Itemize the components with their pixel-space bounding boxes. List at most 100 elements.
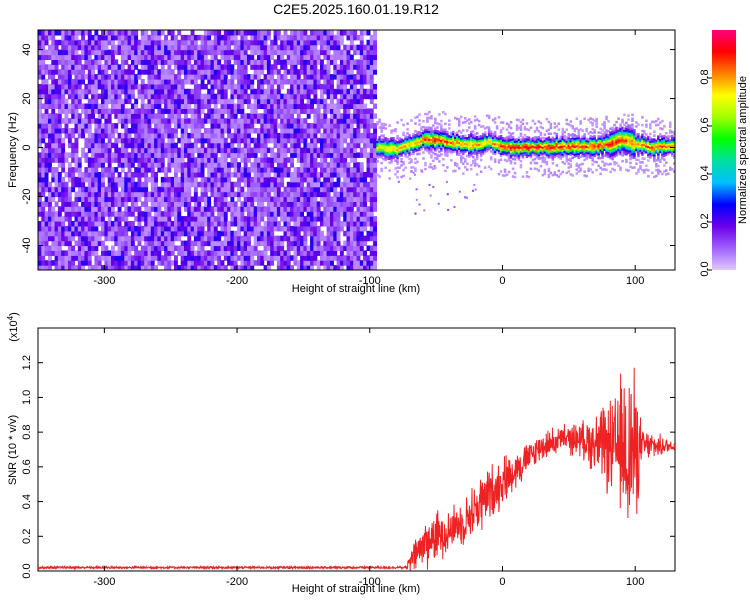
heatmap-cell — [213, 196, 218, 202]
heatmap-cell — [257, 34, 261, 41]
heatmap-cell — [101, 167, 105, 173]
heatmap-cell — [111, 211, 115, 217]
heatmap-cell — [71, 108, 76, 114]
heatmap-cell — [263, 30, 268, 36]
heatmap-cell — [61, 216, 66, 222]
heatmap-cell — [296, 221, 301, 227]
heatmap-cell — [210, 191, 215, 198]
heatmap-cell — [356, 211, 361, 217]
heatmap-cell — [217, 245, 222, 251]
heatmap-cell — [87, 157, 92, 163]
heatmap-cell — [326, 255, 331, 261]
heatmap-cell — [253, 216, 258, 222]
heatmap-cell — [167, 211, 172, 217]
heatmap-cell — [177, 74, 182, 80]
heatmap-cell — [306, 123, 311, 129]
heatmap-cell — [157, 240, 162, 247]
heatmap-cell — [366, 196, 371, 202]
heatmap-cell — [164, 152, 168, 158]
heatmap-cell — [398, 144, 401, 148]
heatmap-cell — [366, 118, 371, 124]
heatmap-cell — [203, 255, 208, 261]
heatmap-cell — [107, 167, 112, 173]
heatmap-cell — [87, 108, 92, 114]
heatmap-cell — [373, 137, 377, 144]
heatmap-cell — [210, 225, 215, 232]
heatmap-cell — [147, 34, 152, 41]
heatmap-cell — [77, 74, 82, 80]
heatmap-cell — [134, 34, 139, 41]
heatmap-cell — [54, 132, 59, 139]
heatmap-cell — [363, 74, 367, 80]
heatmap-cell — [54, 230, 59, 237]
heatmap-cell — [217, 74, 222, 80]
heatmap-cell — [326, 74, 331, 80]
heatmap-cell — [266, 93, 271, 100]
heatmap-cell — [380, 134, 383, 137]
heatmap-cell — [203, 93, 208, 100]
heatmap-cell — [310, 103, 314, 109]
heatmap-cell — [54, 93, 59, 100]
heatmap-cell — [273, 132, 278, 139]
heatmap-cell — [230, 260, 235, 266]
heatmap-cell — [339, 113, 344, 119]
heatmap-cell — [283, 225, 288, 232]
heatmap-cell — [217, 240, 222, 247]
heatmap-cell — [339, 221, 344, 227]
heatmap-cell — [170, 181, 175, 188]
heatmap-cell — [237, 103, 241, 109]
heatmap-cell — [213, 30, 218, 36]
heatmap-cell — [197, 206, 202, 212]
heatmap-cell — [428, 116, 431, 120]
heatmap-cell — [293, 142, 298, 149]
heatmap-cell — [434, 129, 437, 132]
heatmap-cell — [220, 74, 225, 80]
heatmap-cell — [257, 260, 261, 266]
heatmap-cell — [48, 191, 52, 198]
heatmap-cell — [247, 250, 251, 256]
heatmap-cell — [147, 191, 152, 198]
heatmap-cell — [71, 54, 76, 60]
heatmap-cell — [243, 34, 248, 41]
heatmap-cell — [452, 146, 455, 149]
heatmap-cell — [336, 88, 341, 95]
heatmap-cell — [48, 265, 52, 270]
heatmap-cell — [369, 196, 374, 202]
heatmap-cell — [356, 123, 361, 129]
heatmap-cell — [130, 88, 135, 95]
heatmap-cell — [400, 152, 403, 155]
heatmap-cell — [154, 176, 158, 183]
heatmap-cell — [97, 83, 102, 90]
heatmap-cell — [369, 54, 374, 60]
heatmap-cell — [111, 181, 115, 188]
heatmap-cell — [61, 74, 66, 80]
heatmap-cell — [71, 235, 76, 242]
heatmap-cell — [51, 79, 56, 85]
heatmap-cell — [432, 159, 435, 163]
heatmap-cell — [190, 225, 195, 232]
heatmap-cell — [349, 181, 354, 188]
heatmap-cell — [230, 221, 235, 227]
heatmap-cell — [67, 88, 72, 95]
heatmap-cell — [296, 260, 301, 266]
heatmap-cell — [190, 240, 195, 247]
heatmap-cell — [243, 162, 248, 168]
heatmap-cell — [74, 74, 79, 80]
heatmap-cell — [97, 172, 102, 178]
heatmap-cell — [61, 93, 66, 100]
heatmap-cell — [336, 83, 341, 90]
heatmap-cell — [41, 83, 46, 90]
heatmap-cell — [207, 240, 212, 247]
heatmap-cell — [107, 93, 112, 100]
heatmap-cell — [38, 176, 42, 183]
heatmap-cell — [253, 113, 258, 119]
heatmap-cell — [380, 124, 383, 128]
heatmap-cell — [237, 172, 241, 178]
heatmap-cell — [71, 128, 76, 134]
heatmap-cell — [134, 191, 139, 198]
heatmap-cell — [77, 44, 82, 51]
heatmap-cell — [253, 118, 258, 124]
heatmap-cell — [250, 147, 255, 154]
heatmap-cell — [276, 108, 281, 114]
